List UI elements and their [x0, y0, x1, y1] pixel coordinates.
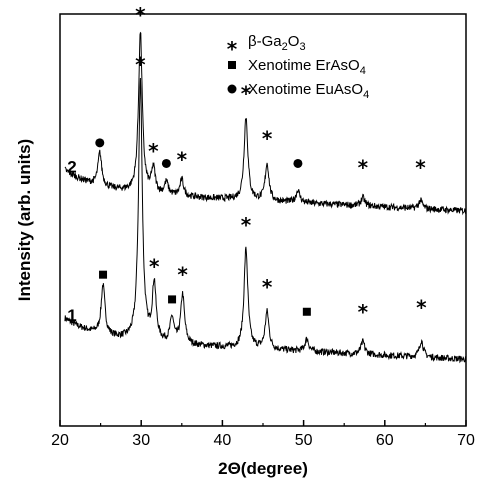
x-tick-label: 20	[51, 432, 69, 449]
x-tick-label: 60	[376, 432, 394, 449]
peak-marker-square	[168, 295, 177, 304]
x-tick-label: 30	[132, 432, 150, 449]
x-ticks: 20 30 40 50 60 70	[51, 420, 475, 449]
peak-marker-circle	[161, 158, 171, 168]
peak-marker-star: *	[241, 213, 252, 237]
legend-label: β-Ga	[248, 33, 282, 50]
series-labels: 12	[67, 157, 76, 324]
peak-marker-star: *	[135, 53, 146, 77]
legend-marker-square	[228, 61, 236, 69]
series-label-2: 2	[67, 157, 76, 176]
peak-marker-star: *	[358, 300, 369, 324]
x-axis-title: 2Θ(degree)	[218, 459, 308, 478]
peak-marker-star: *	[415, 156, 426, 180]
legend-label: Xenotime ErAsO	[248, 57, 360, 74]
peak-markers: ** **** *** **** *	[95, 3, 427, 324]
peak-marker-star: *	[149, 254, 160, 278]
peak-marker-star: *	[177, 263, 188, 287]
legend-entry-0: β-Ga2O3	[248, 33, 306, 53]
plot-frame	[59, 13, 467, 427]
legend-label: Xenotime EuAsO	[248, 81, 363, 98]
peak-marker-star: *	[262, 127, 273, 151]
legend-entry-2: Xenotime EuAsO4	[248, 81, 369, 101]
legend-subscript: 3	[299, 41, 305, 53]
x-tick-label: 70	[457, 432, 475, 449]
legend-subscript: 4	[363, 89, 369, 101]
x-tick-label: 50	[295, 432, 313, 449]
y-axis-title: Intensity (arb. units)	[15, 139, 34, 301]
peak-marker-star: *	[241, 81, 252, 105]
series-line-1	[64, 77, 467, 364]
x-tick-label: 40	[214, 432, 232, 449]
series-line-2	[64, 31, 467, 216]
peak-marker-square	[302, 307, 311, 316]
peak-marker-square	[99, 270, 108, 279]
peak-marker-star: *	[358, 156, 369, 180]
peak-marker-star: *	[262, 275, 273, 299]
legend-subscript: 4	[360, 65, 366, 77]
legend-marker-circle	[227, 84, 237, 94]
peak-marker-star: *	[177, 147, 188, 171]
peak-marker-star: *	[416, 296, 427, 320]
peak-marker-circle	[293, 158, 303, 168]
legend-marker-star: *	[227, 37, 238, 61]
peak-marker-star: *	[148, 139, 159, 163]
legend-label-mid: O	[288, 33, 300, 50]
legend-entry-1: Xenotime ErAsO4	[248, 57, 366, 77]
peak-marker-star: *	[135, 3, 146, 27]
series-label-1: 1	[67, 306, 76, 325]
legend-subscript: 2	[282, 41, 288, 53]
curves	[64, 31, 467, 364]
peak-marker-circle	[95, 138, 105, 148]
